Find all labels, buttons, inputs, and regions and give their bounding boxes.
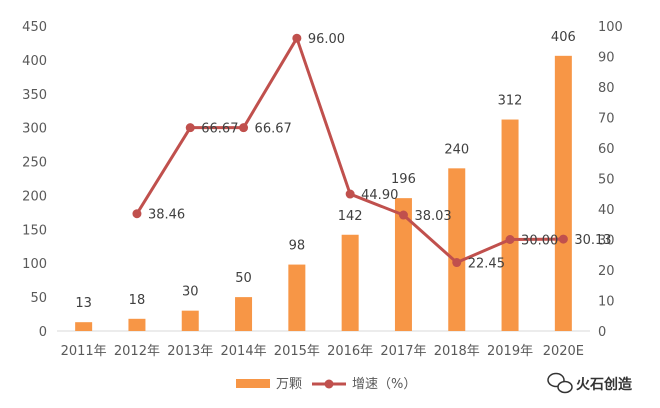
y-right-tick-label: 80 [598,81,615,96]
x-tick-label: 2020E [543,344,584,359]
bar-data-label: 13 [75,296,92,311]
bar-data-label: 142 [338,209,363,224]
line-point [292,33,302,43]
bar-data-label: 312 [498,94,523,109]
y-right-tick-label: 90 [598,51,615,66]
y-right-tick-label: 100 [598,20,623,35]
bar-data-label: 196 [391,172,416,187]
line-point [132,209,142,219]
y-left-tick-label: 200 [22,189,47,204]
bar [394,198,412,331]
x-tick-label: 2019年 [487,344,533,359]
line-point [239,123,249,133]
y-left-tick-label: 300 [22,122,47,137]
y-left-tick-label: 50 [30,291,47,306]
line-point [345,189,355,199]
legend-swatch-bar [236,379,270,388]
y-right-tick-label: 40 [598,203,615,218]
y-left-tick-label: 400 [22,54,47,69]
legend-label-line: 增速（%） [352,377,416,392]
x-tick-label: 2017年 [380,344,426,359]
bar [235,297,253,331]
legend-marker-line [324,379,334,389]
y-right-tick-label: 0 [598,325,606,340]
legend-label-bar: 万颗 [276,377,302,392]
y-left-tick-label: 0 [39,325,47,340]
x-tick-label: 2012年 [114,344,160,359]
x-tick-label: 2018年 [434,344,480,359]
wechat-icon [547,372,573,394]
bar [554,55,572,331]
line-data-label: 30.13 [574,233,611,248]
x-tick-label: 2011年 [61,344,107,359]
bar [75,322,93,331]
y-left-tick-label: 450 [22,20,47,35]
y-right-tick-label: 30 [598,234,615,249]
line-data-label: 30.00 [521,234,558,249]
watermark-text: 火石创造 [576,376,632,393]
y-right-tick-label: 70 [598,112,615,127]
line-data-label: 66.67 [255,122,292,137]
bar [341,234,359,331]
line-point [558,234,568,244]
y-right-tick-label: 10 [598,295,615,310]
bar [181,310,199,331]
bar-data-label: 98 [289,239,306,254]
bar-data-label: 240 [444,142,469,157]
bar [128,318,146,331]
bar-data-label: 30 [182,285,199,300]
line-point [398,210,408,220]
line-data-label: 96.00 [308,32,345,47]
line-data-label: 38.03 [414,209,451,224]
x-tick-label: 2015年 [274,344,320,359]
bar-data-label: 406 [551,30,576,45]
line-point [505,235,515,244]
x-tick-label: 2014年 [221,344,267,359]
bar [501,119,519,332]
y-left-tick-label: 250 [22,156,47,171]
bar-data-label: 18 [129,293,146,308]
bar [448,168,466,331]
bar-data-label: 50 [235,271,252,286]
x-tick-label: 2013年 [167,344,213,359]
line-data-label: 66.67 [201,122,238,137]
y-right-tick-label: 60 [598,142,615,157]
y-left-tick-label: 150 [22,223,47,238]
line-data-label: 22.45 [468,257,505,272]
bar [288,264,306,331]
line-data-label: 44.90 [361,188,398,203]
y-right-tick-label: 20 [598,264,615,279]
y-left-tick-label: 350 [22,88,47,103]
y-right-tick-label: 50 [598,173,615,188]
line-point [185,123,195,133]
line-data-label: 38.46 [148,208,185,223]
y-left-tick-label: 100 [22,257,47,272]
series-line [135,36,564,265]
x-tick-label: 2016年 [327,344,373,359]
line-point [452,258,462,268]
